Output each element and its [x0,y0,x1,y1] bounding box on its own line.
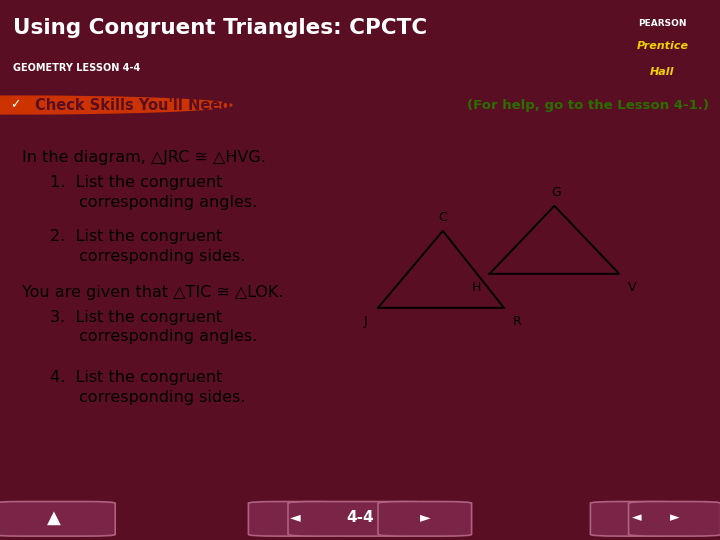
Text: Prentice: Prentice [636,41,688,51]
Text: G: G [551,186,561,199]
Text: Hall: Hall [650,67,675,77]
FancyBboxPatch shape [288,502,432,536]
Text: corresponding sides.: corresponding sides. [79,390,246,405]
Text: ▲: ▲ [47,509,61,526]
Text: MAIN MENU: MAIN MENU [22,481,101,494]
Text: corresponding angles.: corresponding angles. [79,195,258,210]
FancyBboxPatch shape [378,502,472,536]
Text: ◄: ◄ [290,510,300,524]
Text: Check Skills You'll Need: Check Skills You'll Need [35,98,230,112]
Text: (For help, go to the Lesson 4-1.): (For help, go to the Lesson 4-1.) [467,98,709,112]
Text: 4-4: 4-4 [346,510,374,525]
FancyBboxPatch shape [0,502,115,536]
Text: ✓: ✓ [11,98,21,112]
Text: 3.  List the congruent: 3. List the congruent [50,309,222,325]
FancyBboxPatch shape [248,502,342,536]
Text: You are given that △TIC ≅ △LOK.: You are given that △TIC ≅ △LOK. [22,285,283,300]
Text: ◄: ◄ [631,511,642,524]
Text: Using Congruent Triangles: CPCTC: Using Congruent Triangles: CPCTC [13,18,427,38]
Circle shape [0,96,232,114]
Text: V: V [628,281,636,294]
Text: GEOMETRY LESSON 4-4: GEOMETRY LESSON 4-4 [13,63,140,73]
FancyBboxPatch shape [590,502,683,536]
Text: corresponding sides.: corresponding sides. [79,249,246,264]
Text: ►: ► [670,511,680,524]
Text: corresponding angles.: corresponding angles. [79,329,258,345]
Text: 2.  List the congruent: 2. List the congruent [50,229,222,244]
Text: R: R [513,315,521,328]
Text: J: J [364,315,367,328]
FancyBboxPatch shape [629,502,720,536]
Text: LESSON: LESSON [334,481,386,494]
Text: H: H [472,281,481,294]
Text: 1.  List the congruent: 1. List the congruent [50,176,223,191]
Text: ►: ► [420,510,430,524]
Text: PEARSON: PEARSON [638,19,687,28]
Text: 4.  List the congruent: 4. List the congruent [50,370,222,386]
Text: C: C [438,211,447,224]
Text: In the diagram, △JRC ≅ △HVG.: In the diagram, △JRC ≅ △HVG. [22,150,266,165]
Text: PAGE: PAGE [642,481,676,494]
